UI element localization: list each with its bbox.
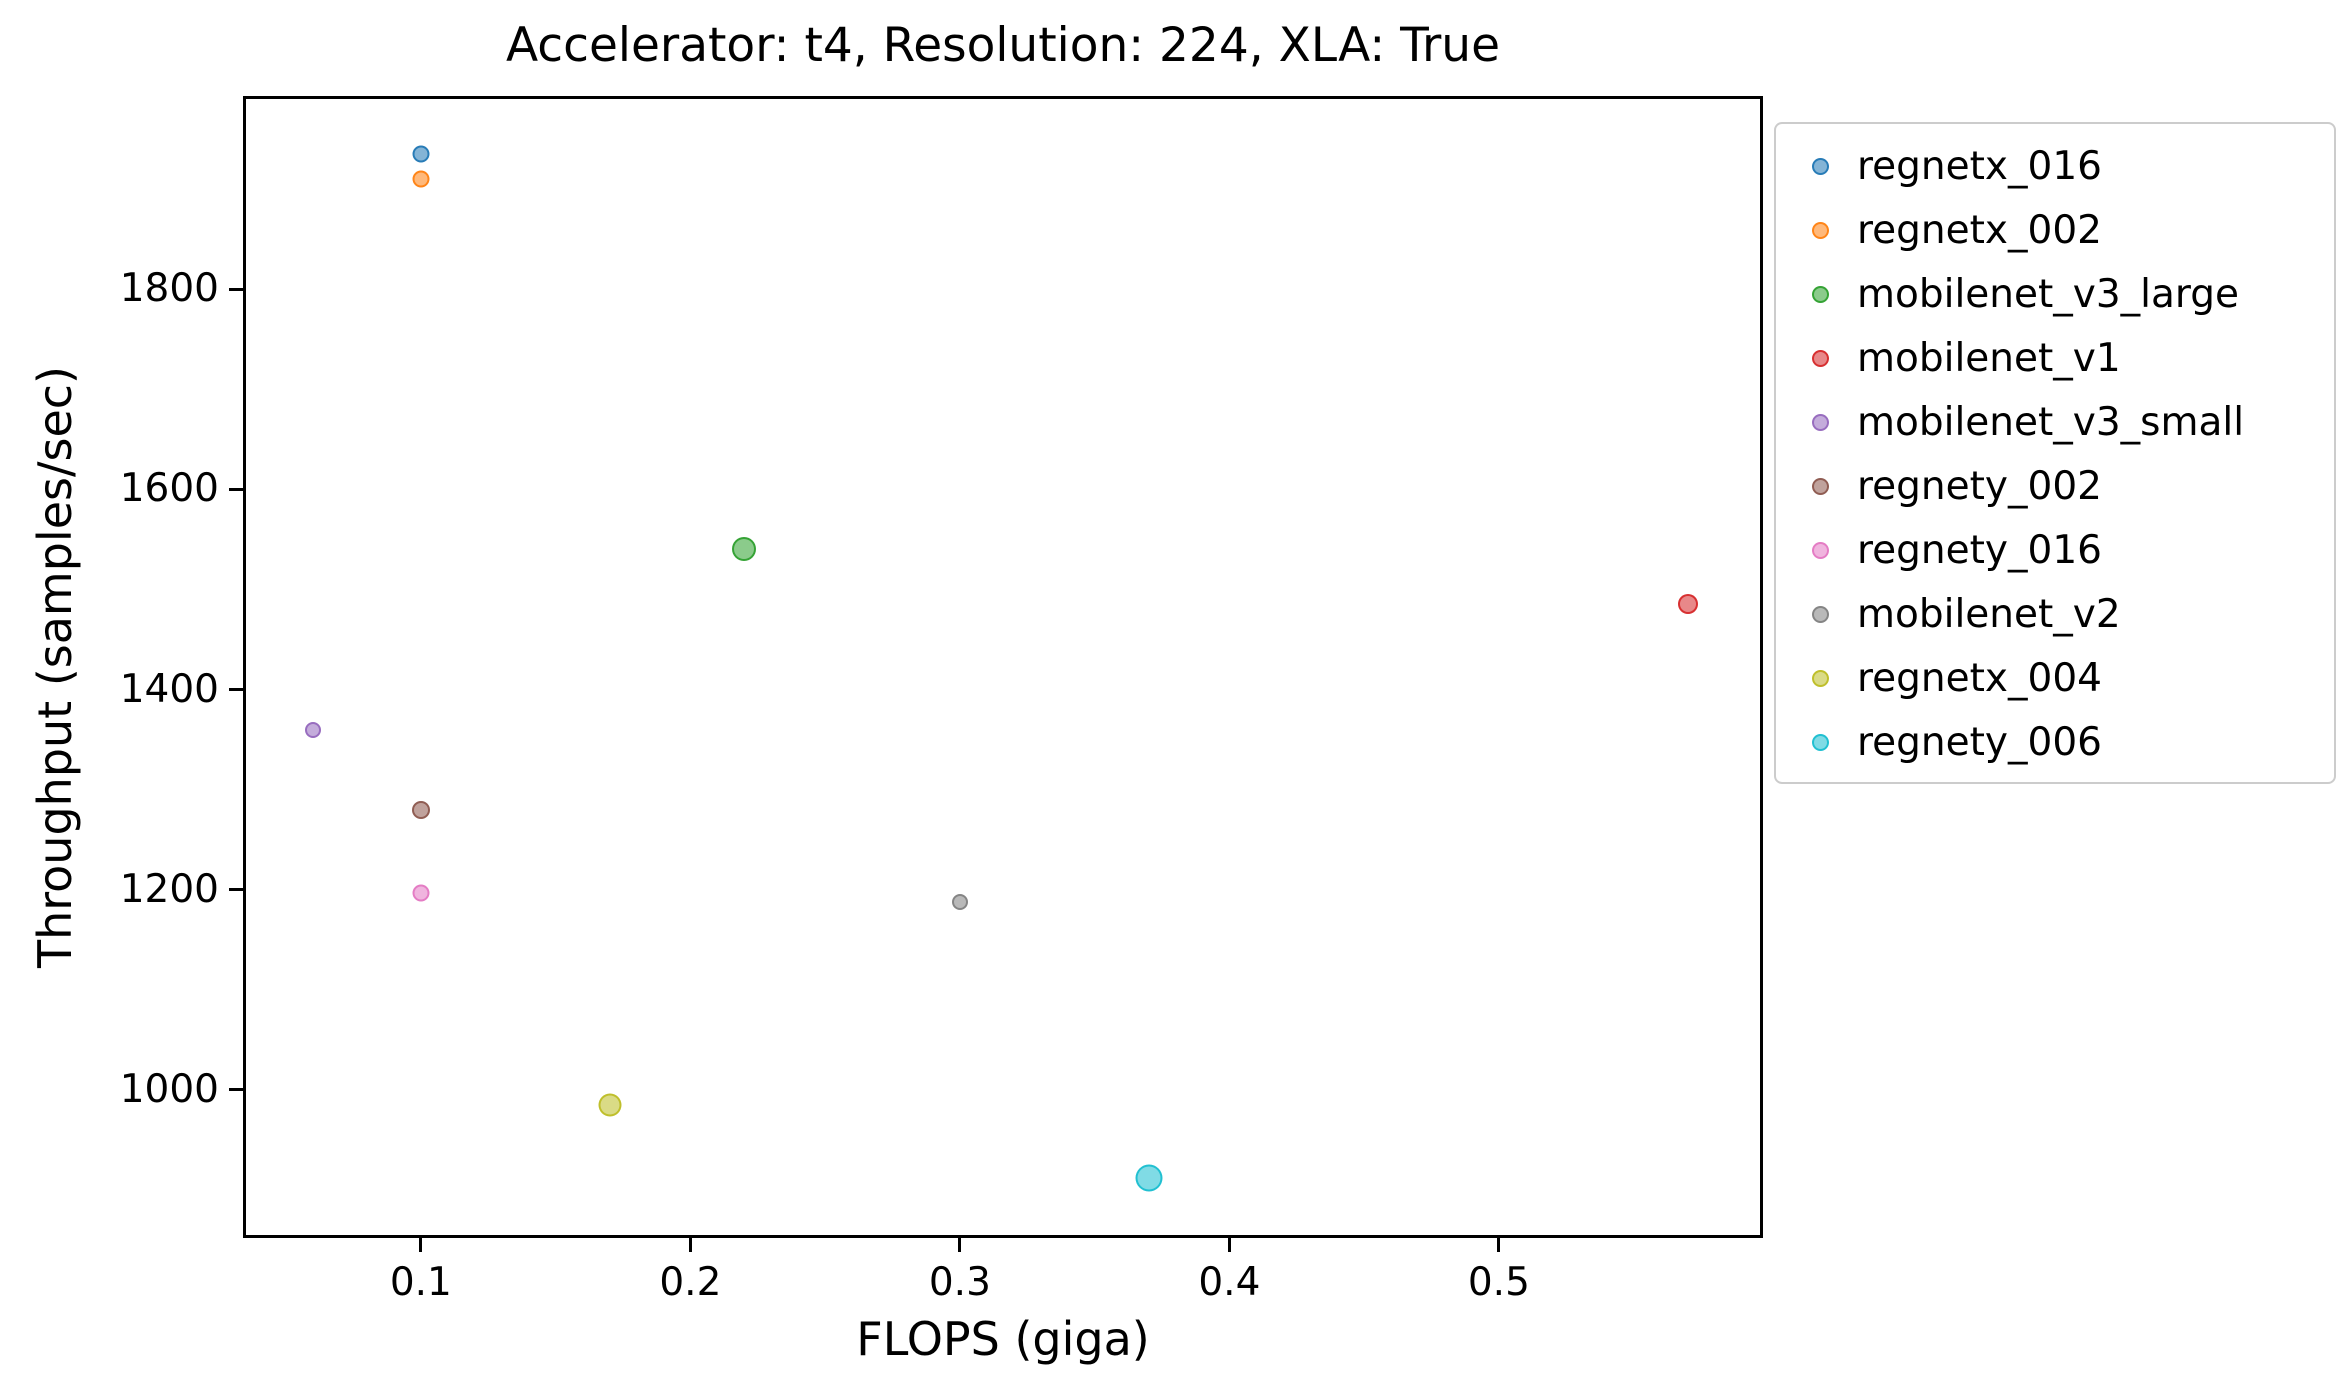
x-tick-mark: [1497, 1238, 1501, 1252]
legend-item: regnetx_002: [1776, 198, 2334, 262]
legend-label: mobilenet_v3_small: [1857, 399, 2245, 445]
y-tick-mark: [229, 888, 243, 892]
legend-swatch-icon: [1812, 157, 1829, 175]
scatter-point-regnetx_004: [598, 1093, 622, 1117]
legend-label: regnety_006: [1857, 719, 2102, 765]
y-tick-mark: [229, 287, 243, 291]
x-tick-label: 0.5: [1467, 1260, 1530, 1305]
legend-item: regnetx_004: [1776, 646, 2334, 710]
legend-item: mobilenet_v2: [1776, 582, 2334, 646]
scatter-point-mobilenet_v2: [951, 893, 968, 910]
legend-label: mobilenet_v3_large: [1857, 271, 2240, 317]
y-tick-label: 1000: [119, 1066, 219, 1112]
x-tick-label: 0.2: [659, 1260, 722, 1305]
legend-swatch-icon: [1812, 413, 1829, 431]
scatter-point-regnetx_002: [412, 170, 430, 188]
legend-item: regnetx_016: [1776, 134, 2334, 198]
legend-item: regnety_002: [1776, 454, 2334, 518]
x-tick-mark: [958, 1238, 962, 1252]
x-tick-mark: [1227, 1238, 1231, 1252]
legend-label: regnetx_002: [1857, 207, 2102, 253]
legend-swatch-icon: [1812, 221, 1829, 239]
legend-label: mobilenet_v2: [1857, 591, 2121, 637]
x-tick-mark: [688, 1238, 692, 1252]
legend-label: regnety_016: [1857, 527, 2102, 573]
y-tick-mark: [229, 688, 243, 692]
y-tick-label: 1800: [119, 266, 219, 312]
y-axis-label: Throughput (samples/sec): [28, 366, 82, 968]
legend-swatch-icon: [1812, 477, 1829, 495]
y-tick-label: 1400: [119, 666, 219, 712]
legend-swatch-icon: [1812, 541, 1829, 559]
scatter-point-regnety_002: [411, 800, 430, 819]
y-tick-label: 1600: [119, 466, 219, 512]
x-axis-label: FLOPS (giga): [856, 1312, 1150, 1366]
legend-label: regnety_002: [1857, 463, 2102, 509]
x-tick-label: 0.1: [389, 1260, 452, 1305]
legend-item: mobilenet_v3_small: [1776, 390, 2334, 454]
scatter-point-regnety_016: [412, 884, 430, 902]
x-tick-label: 0.3: [928, 1260, 991, 1305]
legend: regnetx_016 regnetx_002 mobilenet_v3_large…: [1774, 122, 2336, 784]
legend-item: mobilenet_v1: [1776, 326, 2334, 390]
legend-swatch-icon: [1812, 285, 1829, 303]
legend-label: mobilenet_v1: [1857, 335, 2121, 381]
legend-swatch-icon: [1812, 605, 1829, 623]
y-tick-label: 1200: [119, 866, 219, 912]
x-tick-label: 0.4: [1198, 1260, 1261, 1305]
legend-label: regnetx_004: [1857, 655, 2102, 701]
chart-title: Accelerator: t4, Resolution: 224, XLA: T…: [505, 18, 1501, 73]
scatter-point-mobilenet_v1: [1677, 594, 1698, 615]
x-tick-mark: [419, 1238, 423, 1252]
legend-item: mobilenet_v3_large: [1776, 262, 2334, 326]
legend-swatch-icon: [1812, 669, 1829, 687]
y-tick-mark: [229, 1088, 243, 1092]
legend-swatch-icon: [1812, 733, 1829, 751]
plot-area: [243, 96, 1763, 1238]
scatter-point-regnetx_016: [412, 145, 430, 163]
scatter-point-mobilenet_v3_large: [732, 537, 757, 562]
y-tick-mark: [229, 487, 243, 491]
legend-item: regnety_016: [1776, 518, 2334, 582]
legend-swatch-icon: [1812, 349, 1829, 367]
legend-item: regnety_006: [1776, 710, 2334, 774]
legend-label: regnetx_016: [1857, 143, 2102, 189]
scatter-point-regnety_006: [1135, 1164, 1163, 1192]
scatter-point-mobilenet_v3_small: [305, 721, 322, 738]
